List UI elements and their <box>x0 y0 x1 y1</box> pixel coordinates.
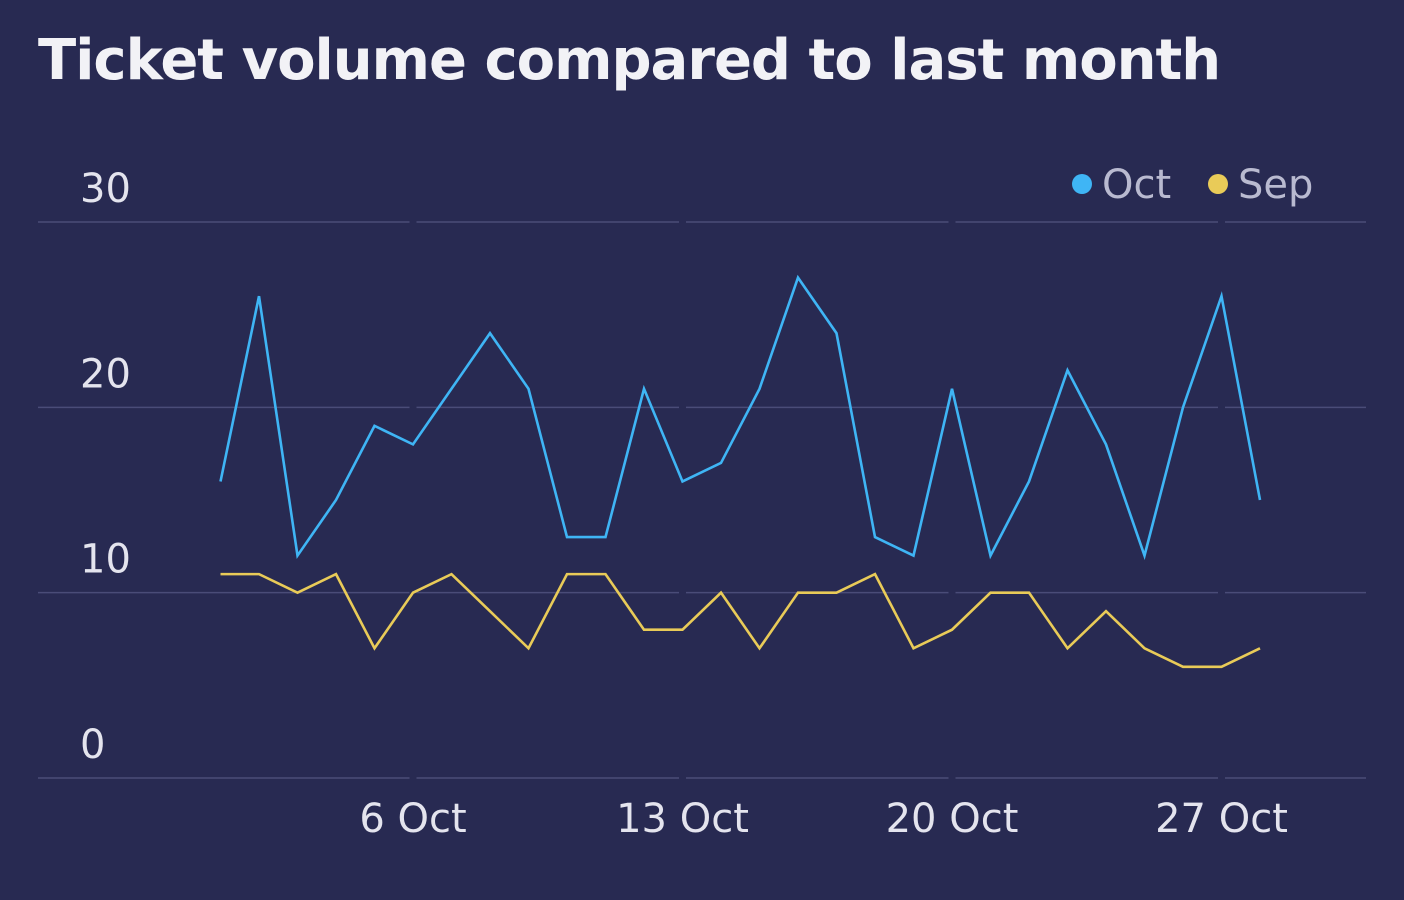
y-tick-label: 20 <box>80 351 131 397</box>
series-line-oct <box>219 274 1262 561</box>
x-tick-label: 6 Oct <box>359 796 466 842</box>
legend-swatch-oct <box>1072 174 1092 194</box>
legend-swatch-sep <box>1208 174 1228 194</box>
y-tick-label: 30 <box>80 166 131 212</box>
chart-title: Ticket volume compared to last month <box>38 28 1221 93</box>
x-tick-label: 27 Oct <box>1155 796 1288 842</box>
legend-label-oct: Oct <box>1102 162 1171 208</box>
x-axis-ticks: 6 Oct 13 Oct 20 Oct 27 Oct <box>359 796 1288 842</box>
series-line-sep <box>220 572 1261 669</box>
legend-label-sep: Sep <box>1238 162 1313 208</box>
grid <box>38 221 1366 779</box>
legend: Oct Sep <box>1072 162 1313 208</box>
series-lines <box>219 274 1262 669</box>
x-tick-label: 13 Oct <box>616 796 749 842</box>
y-tick-label: 10 <box>80 537 131 583</box>
x-tick-label: 20 Oct <box>886 796 1019 842</box>
y-axis-ticks: 0 10 20 30 <box>80 166 131 768</box>
y-tick-label: 0 <box>80 722 105 768</box>
